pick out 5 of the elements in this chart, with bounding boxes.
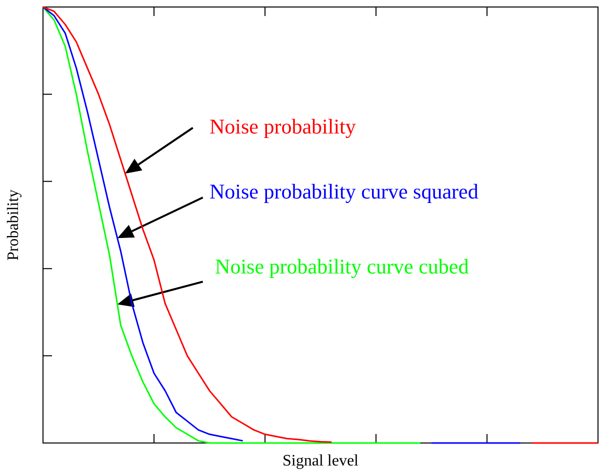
x-axis-title: Signal level [282, 452, 360, 470]
text: Noise probability curve squared [210, 180, 479, 204]
text: Noise probability curve cubed [215, 254, 470, 279]
y-axis-title: Probability [4, 189, 22, 261]
text: Noise probability [210, 114, 356, 138]
